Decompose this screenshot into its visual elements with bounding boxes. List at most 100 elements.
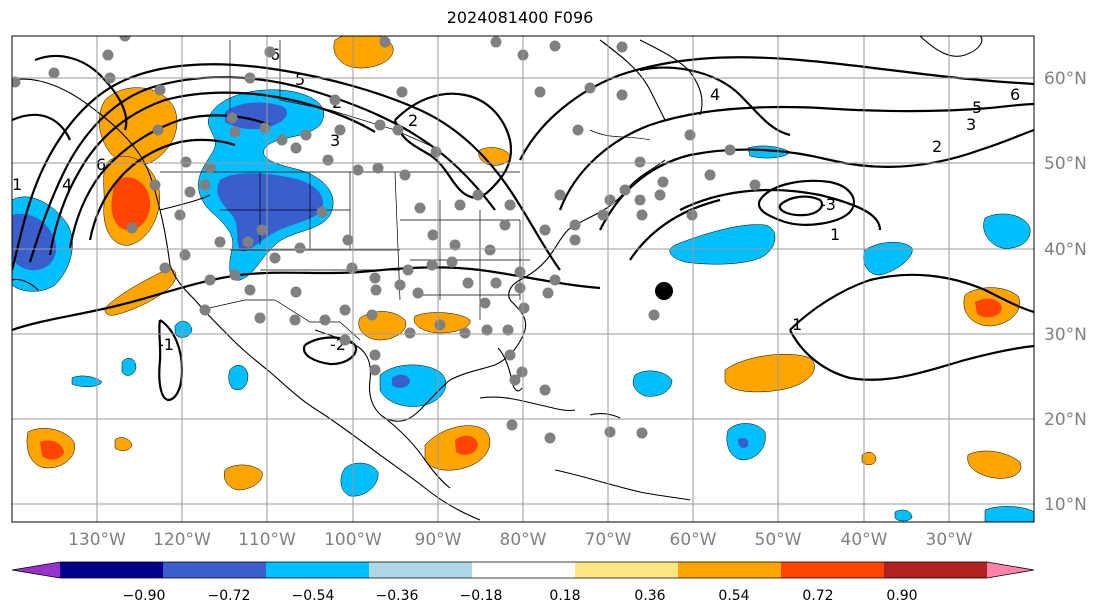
station-dot bbox=[342, 234, 354, 246]
station-dot bbox=[549, 40, 561, 52]
station-dot bbox=[539, 384, 551, 396]
station-dot bbox=[289, 314, 301, 326]
station-dot bbox=[518, 302, 530, 314]
station-dot bbox=[254, 312, 266, 324]
lon-label: 40°W bbox=[841, 530, 888, 550]
station-dot bbox=[204, 274, 216, 286]
station-dot bbox=[454, 199, 466, 211]
storm-center-marker bbox=[655, 282, 673, 300]
station-dot bbox=[379, 36, 391, 48]
contour-label: 1 bbox=[12, 175, 22, 194]
colorbar-tick-label: 0.72 bbox=[802, 588, 833, 604]
station-dot bbox=[229, 126, 241, 138]
colorbar-bin bbox=[369, 562, 473, 578]
station-dot bbox=[369, 349, 381, 361]
colorbar-tick-label: −0.90 bbox=[123, 588, 166, 604]
station-dot bbox=[616, 89, 628, 101]
station-dot bbox=[126, 222, 138, 234]
station-dot bbox=[604, 426, 616, 438]
shade-negative-strong bbox=[225, 102, 288, 130]
station-dot bbox=[370, 284, 382, 296]
contour-label: -3 bbox=[820, 195, 836, 214]
station-dot bbox=[430, 146, 442, 158]
station-dot bbox=[484, 244, 496, 256]
lat-label: 60°N bbox=[1044, 69, 1087, 89]
station-dot bbox=[544, 432, 556, 444]
station-dot bbox=[329, 94, 341, 106]
shade-positive bbox=[724, 353, 815, 393]
colorbar-tick-label: 0.90 bbox=[886, 588, 917, 604]
contour-label: 6 bbox=[1010, 85, 1020, 104]
station-dot bbox=[199, 304, 211, 316]
lon-label: 90°W bbox=[415, 530, 462, 550]
graticule bbox=[12, 36, 1034, 522]
station-dot bbox=[584, 82, 596, 94]
station-dot bbox=[102, 49, 114, 61]
shade-negative bbox=[894, 509, 913, 522]
lon-label: 100°W bbox=[324, 530, 382, 550]
station-dot bbox=[539, 224, 551, 236]
station-dot bbox=[534, 86, 546, 98]
shade-negative bbox=[669, 224, 776, 265]
contour-label: 5 bbox=[972, 98, 982, 117]
lon-label: 130°W bbox=[68, 530, 126, 550]
station-dot bbox=[554, 189, 566, 201]
station-dot bbox=[572, 124, 584, 136]
station-dot bbox=[434, 319, 446, 331]
station-dot bbox=[446, 256, 458, 268]
station-dot bbox=[180, 156, 192, 168]
lat-label: 40°N bbox=[1044, 240, 1087, 260]
station-dot bbox=[48, 67, 60, 79]
lon-label: 50°W bbox=[755, 530, 802, 550]
station-dot bbox=[597, 209, 609, 221]
lat-label: 20°N bbox=[1044, 410, 1087, 430]
station-dot bbox=[636, 427, 648, 439]
longitude-axis: 130°W 120°W 110°W 100°W 90°W 80°W 70°W 6… bbox=[68, 530, 973, 550]
station-dot bbox=[462, 277, 474, 289]
station-dot bbox=[229, 269, 241, 281]
colorbar-tick-label: −0.72 bbox=[208, 588, 251, 604]
colorbar-extend-low bbox=[12, 562, 60, 578]
shade-negative-strong bbox=[738, 438, 749, 448]
colorbar-extend-high bbox=[987, 562, 1034, 578]
station-dot bbox=[322, 154, 334, 166]
lon-label: 30°W bbox=[926, 530, 973, 550]
station-dot bbox=[704, 169, 716, 181]
station-dot bbox=[374, 119, 386, 131]
station-dot bbox=[504, 199, 516, 211]
station-dot bbox=[499, 219, 511, 231]
station-dot bbox=[290, 142, 302, 154]
colorbar bbox=[11, 561, 1035, 579]
station-dot bbox=[657, 176, 669, 188]
colorbar-tick-label: −0.18 bbox=[460, 588, 503, 604]
contour-label: 4 bbox=[62, 175, 72, 194]
station-dot bbox=[352, 164, 364, 176]
station-dot bbox=[269, 252, 281, 264]
station-dot bbox=[414, 202, 426, 214]
station-dot bbox=[346, 262, 358, 274]
station-dot bbox=[636, 209, 648, 221]
lon-label: 110°W bbox=[238, 530, 296, 550]
map-title: 2024081400 F096 bbox=[446, 8, 594, 27]
station-dot bbox=[242, 236, 254, 248]
station-dot bbox=[619, 184, 631, 196]
station-dot bbox=[369, 272, 381, 284]
contour-label: 1 bbox=[792, 315, 802, 334]
station-dot bbox=[12, 76, 21, 88]
station-dot bbox=[159, 262, 171, 274]
shade-negative bbox=[632, 370, 673, 397]
shade-negative bbox=[340, 462, 379, 497]
station-dot bbox=[300, 129, 312, 141]
shade-negative bbox=[379, 364, 447, 407]
shade-positive bbox=[861, 452, 877, 465]
shade-negative bbox=[983, 213, 1031, 249]
station-dot bbox=[459, 327, 471, 339]
station-dot bbox=[542, 287, 554, 299]
station-dot bbox=[259, 122, 271, 134]
contour-label: 4 bbox=[710, 85, 720, 104]
station-dot bbox=[226, 112, 238, 124]
map-frame bbox=[11, 35, 1035, 523]
station-dot bbox=[472, 189, 484, 201]
station-dot bbox=[404, 327, 416, 339]
